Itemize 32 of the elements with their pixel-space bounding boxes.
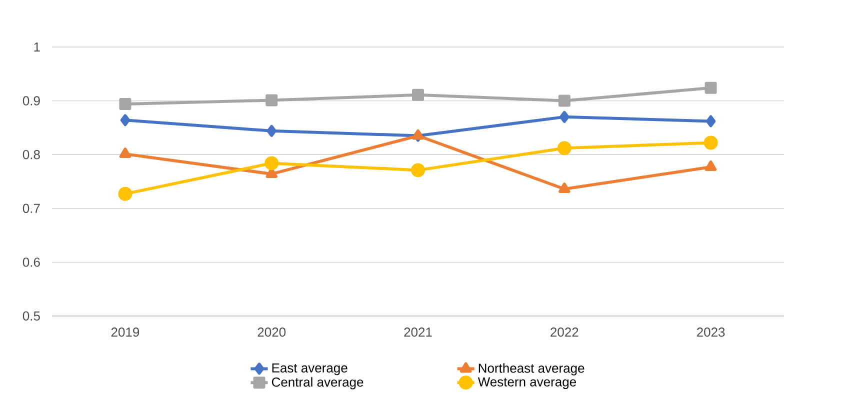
point bbox=[558, 94, 570, 107]
x-tick-label: 2021 bbox=[404, 328, 432, 337]
x-tick-label: 2020 bbox=[258, 328, 286, 337]
y-tick-label: 0.7 bbox=[22, 204, 40, 213]
point bbox=[266, 124, 276, 137]
point bbox=[120, 114, 130, 126]
point bbox=[119, 98, 132, 110]
point bbox=[266, 94, 278, 106]
y-tick-label: 0.5 bbox=[22, 311, 40, 321]
x-tick-label: 2023 bbox=[696, 328, 725, 337]
point bbox=[118, 186, 132, 201]
legend-label: Central average bbox=[272, 377, 364, 390]
point bbox=[704, 136, 718, 150]
point bbox=[557, 141, 572, 156]
legend-label: Western average bbox=[478, 377, 576, 390]
y-tick-label: 1 bbox=[34, 42, 40, 52]
point bbox=[704, 160, 717, 171]
x-tick-label: 2022 bbox=[550, 328, 578, 337]
point bbox=[264, 156, 279, 170]
point bbox=[558, 182, 570, 194]
legend-label: East average bbox=[272, 363, 348, 376]
y-tick-label: 0.8 bbox=[22, 150, 40, 160]
point bbox=[704, 82, 717, 94]
point bbox=[119, 148, 132, 158]
point bbox=[706, 115, 716, 128]
point bbox=[411, 163, 425, 178]
y-tick-label: 0.9 bbox=[22, 96, 40, 106]
point bbox=[560, 110, 570, 123]
y-tick-label: 0.6 bbox=[22, 258, 40, 267]
x-tick-label: 2019 bbox=[111, 328, 140, 337]
legend-label: Northeast average bbox=[478, 363, 584, 376]
point bbox=[412, 88, 424, 101]
